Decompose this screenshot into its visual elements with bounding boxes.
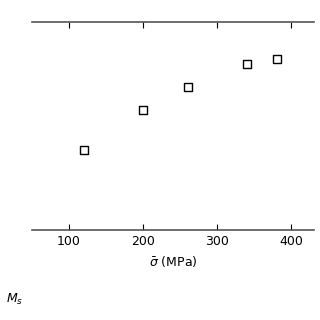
Point	[140, 108, 146, 113]
Point	[81, 147, 86, 152]
Text: $M_s$: $M_s$	[6, 292, 24, 307]
Point	[185, 84, 190, 90]
Point	[274, 57, 279, 62]
Point	[244, 61, 250, 67]
X-axis label: $\bar{\sigma}$ (MPa): $\bar{\sigma}$ (MPa)	[148, 254, 197, 269]
